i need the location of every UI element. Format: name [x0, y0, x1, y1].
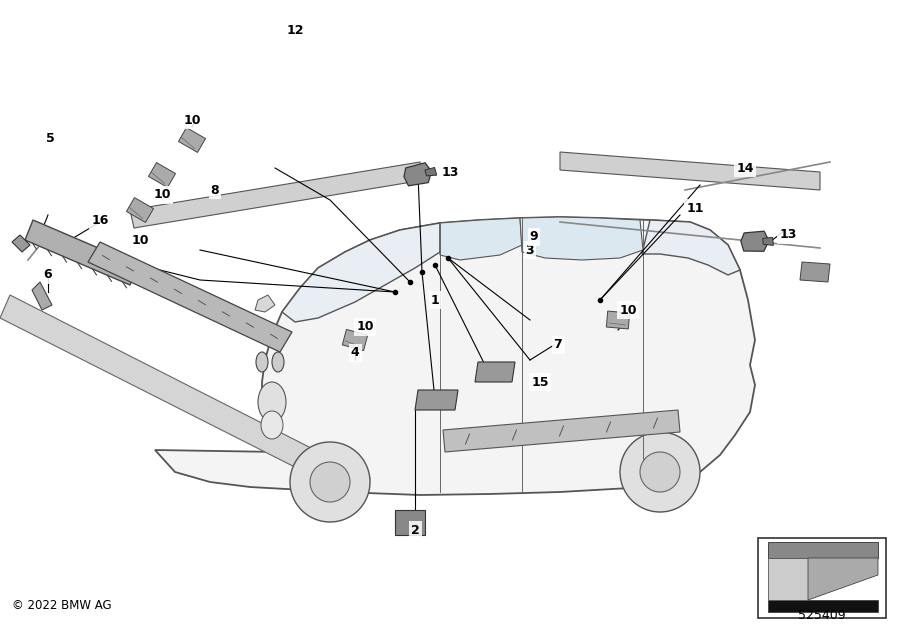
- Circle shape: [310, 462, 350, 502]
- Text: 15: 15: [531, 375, 549, 389]
- Polygon shape: [127, 198, 154, 222]
- Ellipse shape: [258, 382, 286, 422]
- Polygon shape: [607, 311, 630, 329]
- Circle shape: [290, 442, 370, 522]
- Text: 10: 10: [356, 321, 374, 333]
- Polygon shape: [415, 390, 458, 410]
- Circle shape: [640, 452, 680, 492]
- Polygon shape: [768, 600, 878, 612]
- Polygon shape: [155, 217, 755, 495]
- Polygon shape: [560, 152, 820, 190]
- Text: 11: 11: [686, 202, 704, 214]
- Polygon shape: [395, 510, 425, 535]
- Polygon shape: [32, 282, 52, 310]
- Text: 7: 7: [554, 338, 562, 352]
- Text: 12: 12: [286, 23, 304, 37]
- Ellipse shape: [261, 411, 283, 439]
- Polygon shape: [130, 162, 424, 228]
- Polygon shape: [0, 295, 370, 500]
- Text: 16: 16: [91, 214, 109, 227]
- Polygon shape: [342, 329, 368, 350]
- Polygon shape: [443, 410, 680, 452]
- Polygon shape: [475, 362, 515, 382]
- Polygon shape: [88, 242, 292, 352]
- Text: 10: 10: [184, 113, 201, 127]
- Polygon shape: [762, 238, 773, 246]
- Text: 13: 13: [441, 166, 459, 178]
- Text: 5: 5: [46, 132, 54, 144]
- Text: 2: 2: [410, 524, 419, 537]
- Bar: [758, 538, 886, 618]
- Text: 10: 10: [153, 188, 171, 202]
- Text: 8: 8: [211, 183, 220, 197]
- Text: 525409: 525409: [798, 609, 846, 622]
- Polygon shape: [741, 231, 769, 251]
- Polygon shape: [768, 558, 808, 600]
- Polygon shape: [25, 220, 138, 285]
- Ellipse shape: [272, 352, 284, 372]
- Text: 3: 3: [526, 244, 535, 256]
- Polygon shape: [800, 262, 830, 282]
- Polygon shape: [768, 542, 878, 558]
- Polygon shape: [282, 223, 440, 322]
- Polygon shape: [404, 163, 431, 186]
- Polygon shape: [148, 163, 176, 188]
- Text: 6: 6: [44, 268, 52, 282]
- Ellipse shape: [256, 352, 268, 372]
- Circle shape: [620, 432, 700, 512]
- Text: 14: 14: [736, 161, 754, 175]
- Polygon shape: [178, 127, 205, 152]
- Text: 1: 1: [430, 294, 439, 307]
- Polygon shape: [440, 218, 522, 260]
- Polygon shape: [425, 168, 436, 176]
- Text: 13: 13: [779, 229, 796, 241]
- Text: 4: 4: [351, 346, 359, 360]
- Polygon shape: [808, 558, 878, 600]
- Text: © 2022 BMW AG: © 2022 BMW AG: [12, 599, 112, 612]
- Polygon shape: [520, 217, 643, 260]
- Polygon shape: [12, 235, 30, 252]
- Polygon shape: [642, 220, 740, 275]
- Polygon shape: [255, 295, 275, 312]
- Text: 9: 9: [530, 231, 538, 244]
- Text: 10: 10: [131, 234, 149, 246]
- Text: 10: 10: [619, 304, 637, 316]
